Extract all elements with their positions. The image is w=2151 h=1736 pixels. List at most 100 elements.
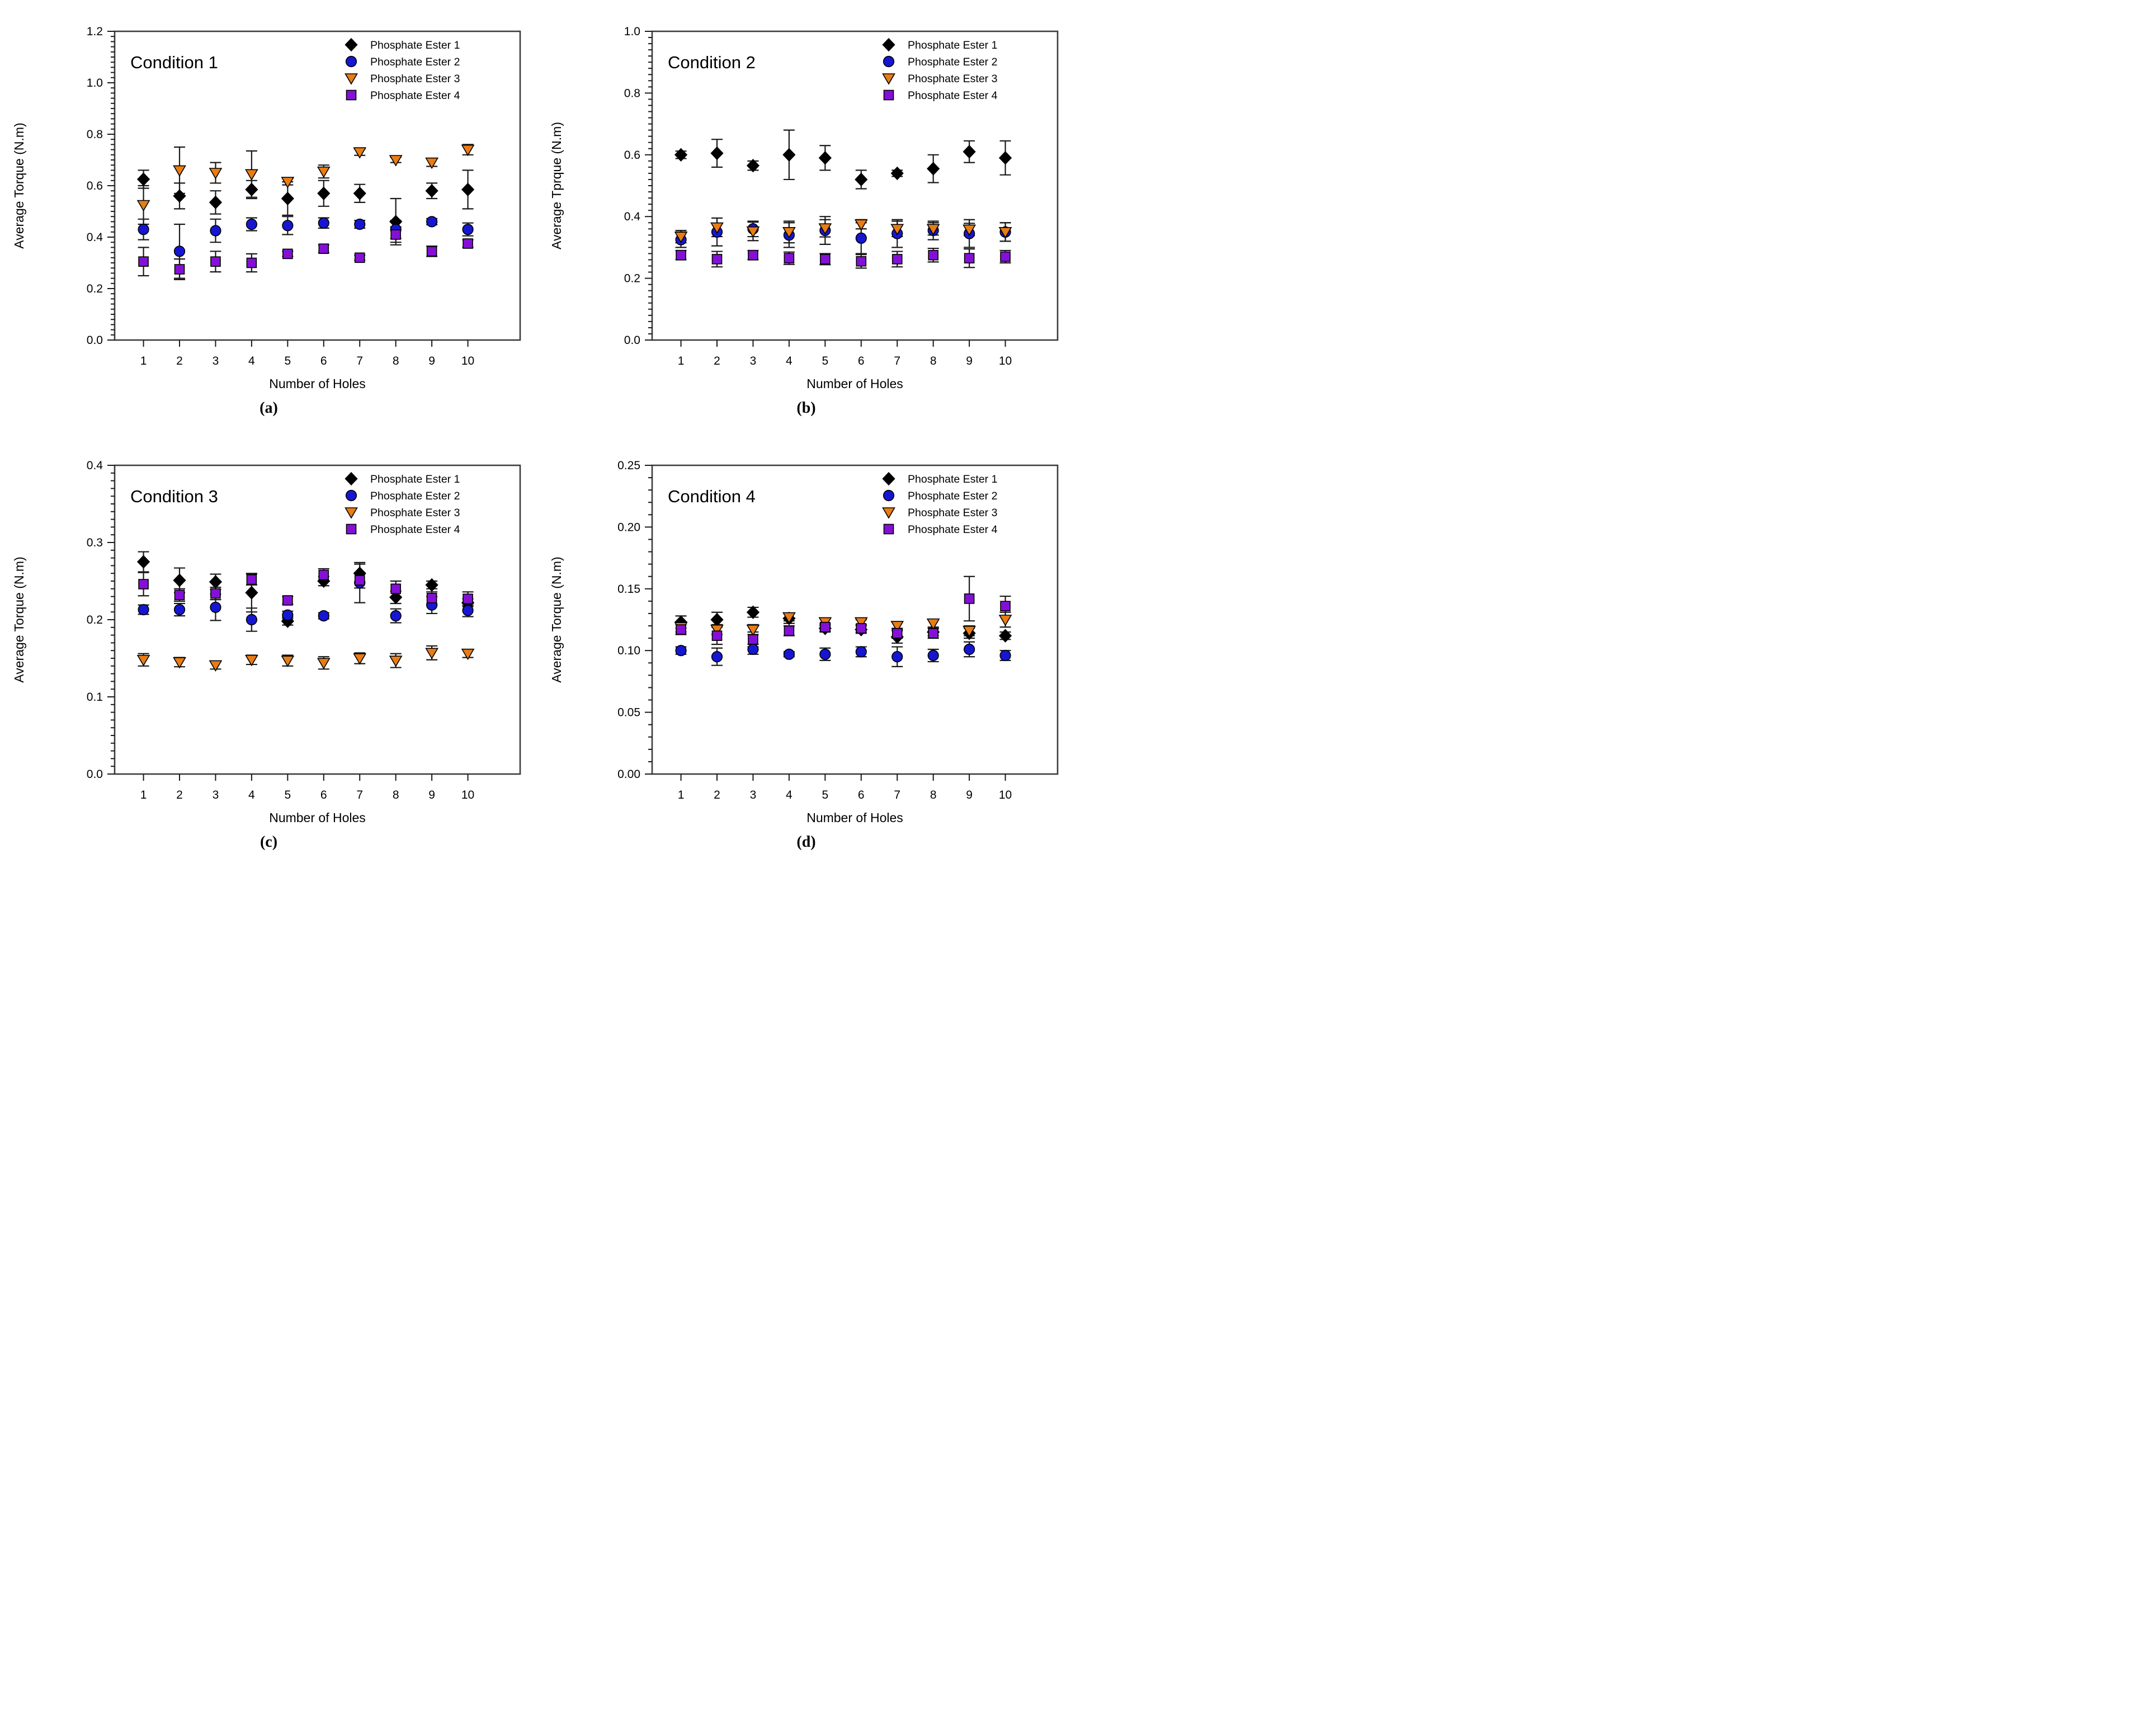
x-tick-label: 10: [999, 789, 1012, 801]
legend-label: Phosphate Ester 3: [908, 73, 997, 85]
data-point: [210, 601, 221, 614]
x-tick-label: 4: [248, 789, 255, 801]
panel-d: 0.00 0.05 0.10 0.15 0.20 0.25 1 2 3 4 5 6 7 8 9 10 Numbe…: [537, 434, 1075, 868]
data-point: [282, 595, 293, 606]
data-point: [317, 186, 331, 200]
condition-title: Condition 3: [130, 487, 218, 506]
data-point: [891, 628, 903, 639]
data-point: [746, 605, 760, 619]
data-point: [390, 229, 401, 240]
data-point: [426, 246, 437, 257]
data-point: [281, 655, 295, 667]
data-point: [425, 157, 439, 169]
legend-label: Phosphate Ester 1: [370, 39, 460, 51]
legend-label: Phosphate Ester 4: [370, 89, 460, 102]
x-tick-label: 10: [461, 789, 474, 801]
data-point: [746, 226, 760, 238]
data-point: [891, 651, 903, 663]
data-point: [927, 162, 940, 176]
y-tick-label: 0.2: [87, 282, 103, 295]
data-point: [926, 618, 940, 630]
x-tick-label: 7: [356, 789, 363, 801]
data-point: [245, 586, 258, 600]
x-axis-title: Number of Holes: [269, 810, 366, 825]
data-point: [747, 643, 759, 655]
y-tick-label: 0.20: [617, 521, 640, 534]
figure-grid: 0.0 0.2 0.4 0.6 0.8 1.0 1.2 1 2 3 4 5 6 7 8 9 10 Number o…: [0, 0, 1076, 868]
data-point: [710, 612, 724, 627]
data-point: [854, 219, 868, 231]
legend-marker: [345, 489, 357, 502]
data-point: [855, 646, 867, 658]
legend-label: Phosphate Ester 3: [908, 507, 997, 519]
data-point: [173, 189, 186, 203]
y-tick-label: 0.0: [624, 334, 640, 347]
x-tick-label: 3: [213, 789, 219, 801]
x-tick-label: 2: [176, 789, 183, 801]
legend-marker: [345, 471, 358, 486]
legend-marker: [345, 55, 357, 68]
data-point: [426, 593, 437, 603]
data-point: [318, 569, 329, 581]
data-point: [782, 612, 796, 624]
panel-a: 0.0 0.2 0.4 0.6 0.8 1.0 1.2 1 2 3 4 5 6 7 8 9 10 Number o…: [0, 0, 537, 434]
data-point: [136, 654, 150, 667]
data-point: [855, 172, 868, 187]
x-tick-label: 9: [966, 355, 973, 367]
data-point: [426, 216, 438, 228]
data-point: [820, 254, 831, 265]
y-tick-label: 0.25: [617, 459, 640, 472]
data-point: [282, 248, 293, 260]
data-point: [318, 610, 329, 622]
data-point: [244, 654, 258, 667]
data-point: [964, 253, 975, 264]
y-tick-label: 0.2: [87, 614, 103, 626]
x-tick-label: 7: [356, 355, 363, 367]
y-tick-label: 0.6: [624, 149, 640, 162]
panel-c: 0.0 0.1 0.2 0.3 0.4 1 2 3 4 5 6 7 8 9 10 Number of Hole…: [0, 434, 537, 868]
condition-title: Condition 1: [130, 53, 218, 72]
data-point: [782, 148, 796, 162]
data-point: [246, 218, 257, 230]
x-tick-label: 8: [393, 789, 399, 801]
legend-label: Phosphate Ester 1: [370, 473, 460, 485]
data-point: [964, 593, 975, 604]
x-tick-label: 5: [284, 355, 291, 367]
x-tick-label: 8: [930, 789, 937, 801]
data-point: [317, 166, 331, 178]
data-point: [746, 624, 760, 636]
data-point: [1000, 601, 1011, 612]
data-point: [173, 603, 186, 616]
x-tick-label: 9: [966, 789, 973, 801]
data-point: [964, 643, 975, 655]
x-tick-label: 1: [140, 789, 147, 801]
x-tick-label: 1: [140, 355, 147, 367]
data-point: [890, 166, 904, 181]
x-tick-label: 2: [714, 789, 720, 801]
y-tick-label: 0.8: [624, 87, 640, 100]
y-tick-label: 0.4: [624, 210, 641, 223]
data-point: [209, 660, 223, 672]
data-point: [425, 648, 439, 659]
x-tick-label: 8: [393, 355, 399, 367]
x-axis-title: Number of Holes: [806, 810, 903, 825]
y-tick-label: 1.2: [87, 25, 103, 38]
legend-label: Phosphate Ester 4: [908, 89, 998, 102]
legend-label: Phosphate Ester 2: [370, 490, 460, 502]
data-point: [784, 625, 795, 636]
y-tick-label: 1.0: [624, 25, 640, 38]
plot-frame: [651, 464, 1059, 775]
data-point: [354, 252, 365, 263]
data-point: [854, 617, 868, 629]
data-point: [963, 145, 976, 159]
legend-label: Phosphate Ester 3: [370, 73, 460, 85]
legend-label: Phosphate Ester 2: [908, 490, 997, 502]
x-tick-label: 3: [750, 355, 757, 367]
x-tick-label: 4: [786, 355, 793, 367]
data-point: [999, 649, 1011, 662]
legend-label: Phosphate Ester 4: [370, 523, 460, 536]
x-tick-label: 2: [714, 355, 720, 367]
y-tick-label: 0.1: [87, 691, 103, 704]
x-tick-label: 9: [428, 355, 435, 367]
y-tick-label: 0.0: [87, 334, 103, 347]
